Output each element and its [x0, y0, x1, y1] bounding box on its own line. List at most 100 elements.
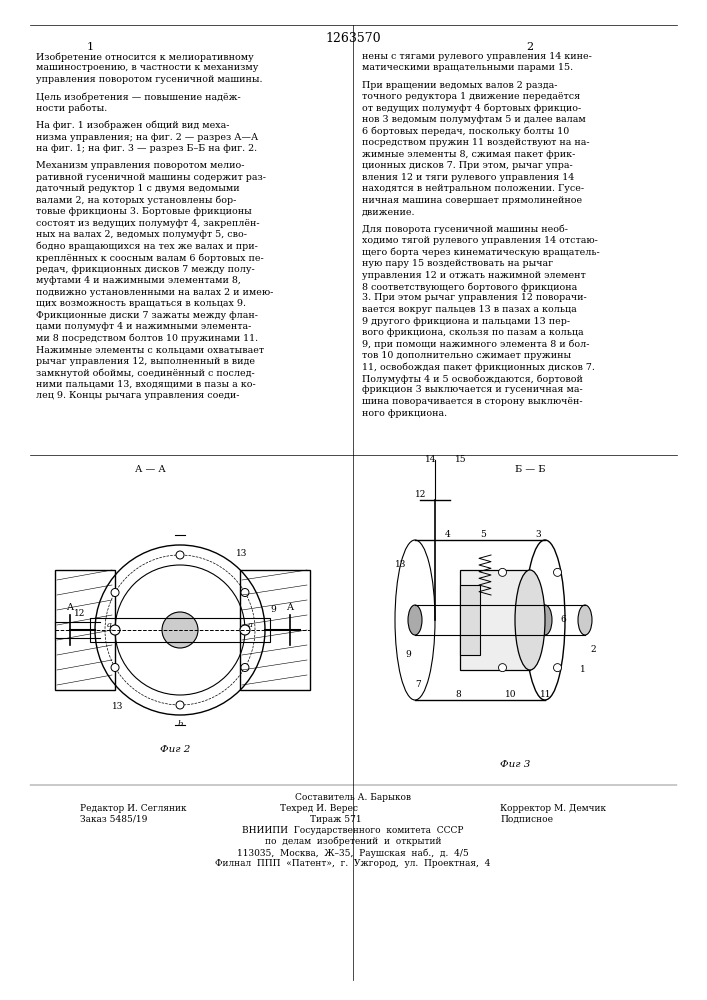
Text: Редактор И. Сегляник: Редактор И. Сегляник: [80, 804, 187, 813]
Text: А — А: А — А: [134, 465, 165, 474]
Text: щего борта через кинематическую вращатель-: щего борта через кинематическую вращател…: [362, 247, 600, 257]
Circle shape: [176, 551, 184, 559]
Text: 3. При этом рычаг управления 12 поворачи-: 3. При этом рычаг управления 12 поворачи…: [362, 294, 587, 302]
Text: 14: 14: [425, 455, 436, 464]
Text: состоят из ведущих полумуфт 4, закреплён-: состоят из ведущих полумуфт 4, закреплён…: [36, 219, 259, 228]
Text: 13: 13: [236, 549, 247, 558]
Text: Филнал  ППП  «Патент»,  г.  Ужгород,  ул.  Проектная,  4: Филнал ППП «Патент», г. Ужгород, ул. Про…: [216, 859, 491, 868]
Text: 13: 13: [395, 560, 407, 569]
Text: Корректор М. Демчик: Корректор М. Демчик: [500, 804, 606, 813]
Text: точного редуктора 1 движение передаётся: точного редуктора 1 движение передаётся: [362, 92, 580, 101]
Bar: [460, 570, 530, 670]
Text: 10: 10: [505, 690, 517, 699]
Text: посредством пружин 11 воздействуют на на-: посредством пружин 11 воздействуют на на…: [362, 138, 590, 147]
Text: Фиг 2: Фиг 2: [160, 745, 190, 754]
Text: замкнутой обоймы, соединённый с послед-: замкнутой обоймы, соединённый с послед-: [36, 368, 255, 378]
Text: a: a: [107, 621, 112, 629]
Text: 113035,  Москва,  Ж–35,  Раушская  наб.,  д.  4/5: 113035, Москва, Ж–35, Раушская наб., д. …: [237, 848, 469, 857]
Text: 1: 1: [86, 42, 93, 52]
Text: ную пару 15 воздействовать на рычаг: ную пару 15 воздействовать на рычаг: [362, 259, 553, 268]
Text: ного фрикциона.: ного фрикциона.: [362, 408, 447, 418]
Text: управления поворотом гусеничной машины.: управления поворотом гусеничной машины.: [36, 75, 262, 84]
Text: товые фрикционы 3. Бортовые фрикционы: товые фрикционы 3. Бортовые фрикционы: [36, 207, 252, 216]
Text: жимные элементы 8, сжимая пакет фрик-: жимные элементы 8, сжимая пакет фрик-: [362, 150, 575, 159]
Circle shape: [554, 568, 561, 576]
Text: ми 8 посредством болтов 10 пружинами 11.: ми 8 посредством болтов 10 пружинами 11.: [36, 334, 258, 343]
Text: Цель изобретения — повышение надёж-: Цель изобретения — повышение надёж-: [36, 92, 241, 102]
Text: цами полумуфт 4 и нажимными элемента-: цами полумуфт 4 и нажимными элемента-: [36, 322, 252, 331]
Text: Для поворота гусеничной машины необ-: Для поворота гусеничной машины необ-: [362, 225, 568, 234]
Text: управления 12 и отжать нажимной элемент: управления 12 и отжать нажимной элемент: [362, 270, 586, 279]
Text: На фиг. 1 изображен общий вид меха-: На фиг. 1 изображен общий вид меха-: [36, 121, 230, 130]
Text: Тираж 571: Тираж 571: [310, 815, 361, 824]
Text: 9: 9: [405, 650, 411, 659]
Text: тов 10 дополнительно сжимает пружины: тов 10 дополнительно сжимает пружины: [362, 351, 571, 360]
Text: 1: 1: [580, 665, 586, 674]
Bar: [460, 585, 480, 655]
Text: 2: 2: [590, 645, 595, 654]
Text: движение.: движение.: [362, 207, 416, 216]
Text: от ведущих полумуфт 4 бортовых фрикцио-: от ведущих полумуфт 4 бортовых фрикцио-: [362, 104, 581, 113]
Text: находятся в нейтральном положении. Гусе-: находятся в нейтральном положении. Гусе-: [362, 184, 584, 193]
Text: Б — Б: Б — Б: [515, 465, 545, 474]
Text: Фиг 3: Фиг 3: [500, 760, 530, 769]
Text: ними пальцами 13, входящими в пазы а ко-: ними пальцами 13, входящими в пазы а ко-: [36, 380, 256, 389]
Text: щих возможность вращаться в кольцах 9.: щих возможность вращаться в кольцах 9.: [36, 299, 246, 308]
Text: подвижно установленными на валах 2 и имею-: подвижно установленными на валах 2 и име…: [36, 288, 274, 297]
Circle shape: [111, 664, 119, 672]
Text: на фиг. 1; на фиг. 3 — разрез Б–Б на фиг. 2.: на фиг. 1; на фиг. 3 — разрез Б–Б на фиг…: [36, 144, 257, 153]
Text: 6: 6: [560, 615, 566, 624]
Text: 6 бортовых передач, поскольку болты 10: 6 бортовых передач, поскольку болты 10: [362, 127, 569, 136]
Text: нены с тягами рулевого управления 14 кине-: нены с тягами рулевого управления 14 кин…: [362, 52, 592, 61]
Circle shape: [241, 588, 249, 596]
Circle shape: [162, 612, 198, 648]
Text: A: A: [286, 603, 293, 612]
Text: муфтами 4 и нажимными элементами 8,: муфтами 4 и нажимными элементами 8,: [36, 276, 241, 285]
Circle shape: [111, 588, 119, 596]
Text: 11, освобождая пакет фрикционных дисков 7.: 11, освобождая пакет фрикционных дисков …: [362, 362, 595, 372]
Ellipse shape: [515, 570, 545, 670]
Text: ности работы.: ности работы.: [36, 104, 107, 113]
Circle shape: [554, 664, 561, 672]
Text: ративной гусеничной машины содержит раз-: ративной гусеничной машины содержит раз-: [36, 173, 266, 182]
Text: фрикцион 3 выключается и гусеничная ма-: фрикцион 3 выключается и гусеничная ма-: [362, 385, 583, 394]
Text: ходимо тягой рулевого управления 14 отстаю-: ходимо тягой рулевого управления 14 отст…: [362, 236, 598, 245]
Bar: [55, 570, 115, 690]
Text: 5: 5: [480, 530, 486, 539]
Text: 1263570: 1263570: [325, 32, 381, 45]
Text: 7: 7: [415, 680, 421, 689]
Text: a: a: [248, 621, 253, 629]
Bar: [240, 570, 310, 690]
Text: Нажимные элементы с кольцами охватывает: Нажимные элементы с кольцами охватывает: [36, 345, 264, 354]
Text: ных на валах 2, ведомых полумуфт 5, сво-: ных на валах 2, ведомых полумуфт 5, сво-: [36, 230, 247, 239]
Text: матическими вращательными парами 15.: матическими вращательными парами 15.: [362, 64, 573, 73]
Circle shape: [241, 664, 249, 672]
Text: ционных дисков 7. При этом, рычаг упра-: ционных дисков 7. При этом, рычаг упра-: [362, 161, 573, 170]
Bar: [90, 618, 270, 642]
Text: 9, при помощи нажимного элемента 8 и бол-: 9, при помощи нажимного элемента 8 и бол…: [362, 340, 590, 349]
Text: шина поворачивается в сторону выключён-: шина поворачивается в сторону выключён-: [362, 397, 583, 406]
Text: рычаг управления 12, выполненный в виде: рычаг управления 12, выполненный в виде: [36, 357, 255, 366]
Text: 13: 13: [112, 702, 124, 711]
Text: Изобретение относится к мелиоративному: Изобретение относится к мелиоративному: [36, 52, 254, 62]
Circle shape: [110, 625, 120, 635]
Circle shape: [240, 625, 250, 635]
Text: 4: 4: [445, 530, 451, 539]
Text: креплённых к соосным валам 6 бортовых пе-: креплённых к соосным валам 6 бортовых пе…: [36, 253, 264, 263]
Text: вается вокруг пальцев 13 в пазах а кольца: вается вокруг пальцев 13 в пазах а кольц…: [362, 305, 577, 314]
Text: 15: 15: [455, 455, 467, 464]
Text: даточный редуктор 1 с двумя ведомыми: даточный редуктор 1 с двумя ведомыми: [36, 184, 240, 193]
Ellipse shape: [408, 605, 422, 635]
Text: 12: 12: [415, 490, 426, 499]
Text: ВНИИПИ  Государственного  комитета  СССР: ВНИИПИ Государственного комитета СССР: [243, 826, 464, 835]
Text: A: A: [66, 603, 74, 612]
Text: лец 9. Концы рычага управления соеди-: лец 9. Концы рычага управления соеди-: [36, 391, 240, 400]
Text: 12: 12: [74, 609, 85, 618]
Text: 8: 8: [455, 690, 461, 699]
Text: Подписное: Подписное: [500, 815, 553, 824]
Text: Механизм управления поворотом мелио-: Механизм управления поворотом мелио-: [36, 161, 245, 170]
Circle shape: [498, 568, 506, 576]
Text: Составитель А. Барыков: Составитель А. Барыков: [295, 793, 411, 802]
Text: валами 2, на которых установлены бор-: валами 2, на которых установлены бор-: [36, 196, 236, 205]
Circle shape: [498, 664, 506, 672]
